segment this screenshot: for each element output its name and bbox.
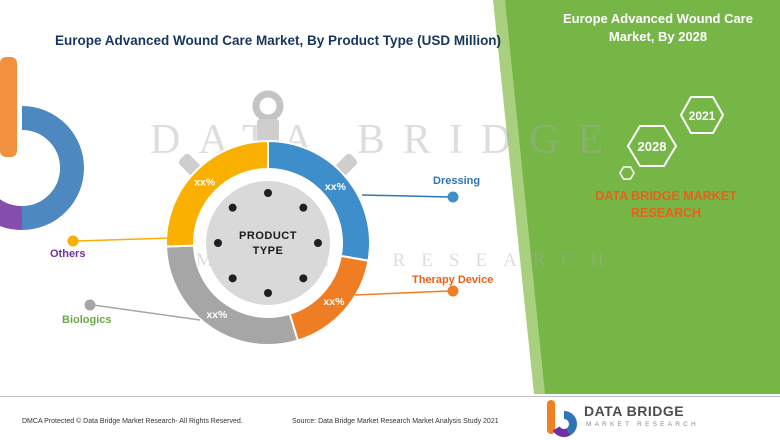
panel-brand: DATA BRIDGE MARKET RESEARCH: [595, 189, 737, 220]
dial-dot: [214, 239, 222, 247]
segment-value-label: xx%: [325, 181, 347, 193]
segment-value-label: xx%: [206, 309, 228, 321]
others-label: Others: [50, 248, 86, 260]
others-dot: [67, 235, 79, 247]
dial-dot: [314, 239, 322, 247]
segment-value-label: xx%: [323, 296, 345, 308]
panel-heading: Europe Advanced Wound Care Market, By 20…: [563, 11, 753, 45]
page-title: Europe Advanced Wound Care Market, By Pr…: [55, 33, 502, 48]
dial-dot: [299, 274, 308, 283]
footer-divider: [0, 396, 780, 397]
logo-name: DATA BRIDGE: [584, 403, 685, 419]
dial-dot: [228, 274, 237, 283]
dmca-notice: DMCA Protected © Data Bridge Market Rese…: [22, 418, 243, 425]
segment-value-label: xx%: [194, 176, 216, 188]
therapy-device-label: Therapy Device: [412, 274, 494, 286]
others-leader-line: [75, 237, 173, 242]
dressing-dot: [447, 191, 459, 203]
center-label-line1: PRODUCT: [239, 230, 297, 242]
therapy-leader-line: [354, 290, 450, 296]
faded-logo-bowl-purple: [0, 199, 23, 231]
donut-chart: xx% xx% xx% xx%: [165, 139, 371, 346]
dial-dot: [264, 189, 272, 197]
dial-dot: [299, 203, 308, 212]
stopwatch-ring-icon: [252, 90, 284, 122]
source-note: Source: Data Bridge Market Research Mark…: [292, 418, 499, 425]
dial-dot: [228, 203, 237, 212]
logo-bowl-purple: [552, 426, 571, 437]
dial-dots: [214, 189, 322, 297]
therapy-dot: [447, 285, 459, 297]
logo-tagline: MARKET RESEARCH: [586, 421, 699, 428]
green-panel: [505, 0, 780, 394]
dbmr-logo-icon: [547, 400, 577, 437]
biologics-label: Biologics: [62, 314, 112, 326]
dial-dot: [264, 289, 272, 297]
logo-bowl-blue: [563, 411, 577, 436]
dbmr-logo-faded: [0, 57, 84, 231]
dressing-leader-line: [361, 194, 450, 198]
biologics-dot: [84, 299, 96, 311]
dressing-label: Dressing: [433, 175, 481, 187]
faded-logo-stem: [0, 57, 17, 157]
logo-stem: [547, 400, 555, 434]
watermark-line2: MARKET RESEARCH: [196, 250, 620, 271]
watermark-line1: DATA BRIDGE: [150, 117, 622, 163]
donut-center-dial: [206, 181, 330, 305]
faded-logo-bowl-blue: [21, 106, 84, 230]
